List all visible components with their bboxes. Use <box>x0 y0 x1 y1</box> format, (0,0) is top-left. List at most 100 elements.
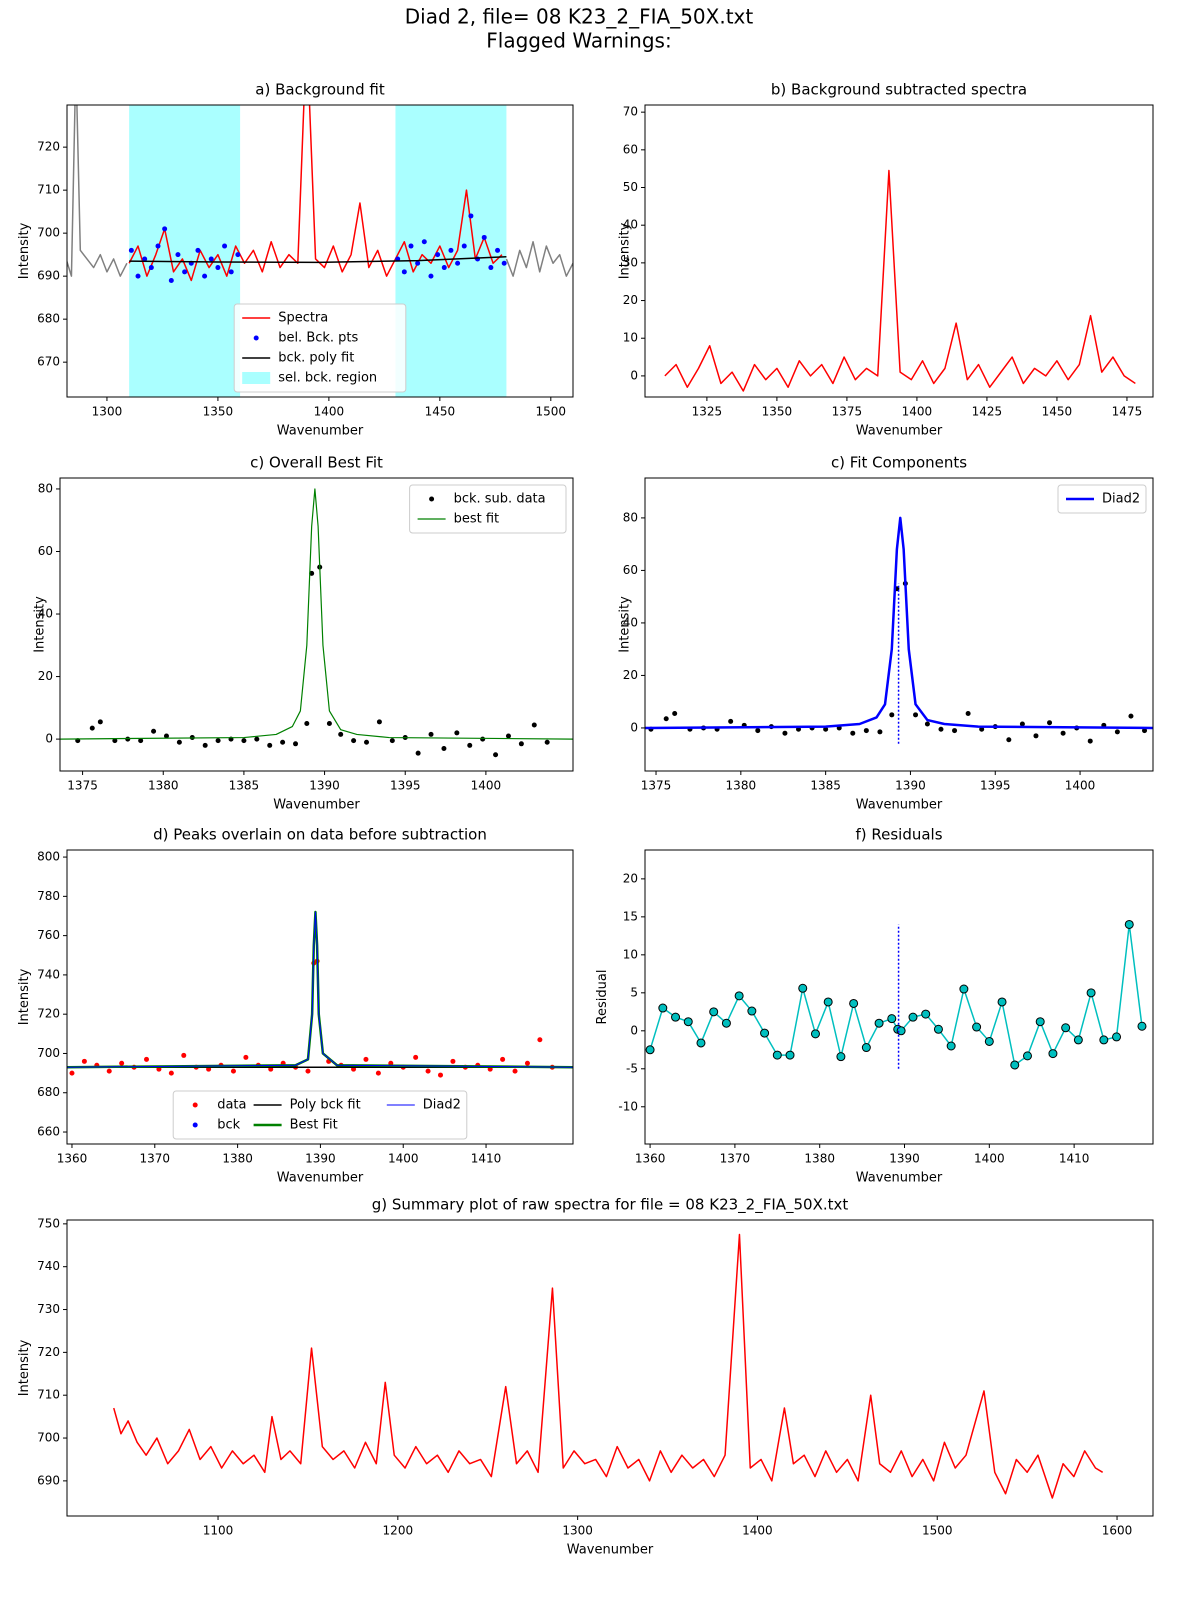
y-tick-label: 60 <box>38 544 53 558</box>
data-point <box>1124 919 1134 929</box>
data-point <box>375 1070 381 1076</box>
legend-box <box>233 303 407 393</box>
y-tick-label: 5 <box>630 985 638 999</box>
y-tick-label: 0 <box>630 1023 638 1037</box>
y-tick-label: 15 <box>623 909 638 923</box>
data-point <box>488 265 494 271</box>
y-tick-label: 700 <box>37 226 60 240</box>
x-tick-label: 1370 <box>140 1152 171 1166</box>
data-point <box>168 1070 174 1076</box>
data-point <box>401 269 407 275</box>
data-point <box>1142 728 1148 734</box>
x-axis-label: Wavenumber <box>567 1543 654 1558</box>
data-point <box>176 739 182 745</box>
panel: 1360 1370 1380 1390 1400 1410 660 680 700 720 740 7… <box>17 826 574 1186</box>
data-point <box>144 1056 150 1062</box>
data-point <box>106 1068 112 1074</box>
x-tick-label: 1350 <box>762 405 793 419</box>
data-point <box>395 256 401 262</box>
x-tick-label: 1375 <box>832 405 863 419</box>
data-point <box>747 1006 757 1016</box>
data-point <box>823 726 829 732</box>
y-tick-label: 10 <box>623 331 638 345</box>
data-point <box>997 997 1007 1007</box>
data-point <box>222 243 228 249</box>
data-point <box>389 738 395 744</box>
data-point <box>267 742 273 748</box>
plot-area <box>645 516 1153 744</box>
data-point <box>709 1007 719 1017</box>
x-tick-label: 1390 <box>889 1152 920 1166</box>
data-point <box>228 269 234 275</box>
data-point <box>480 736 486 742</box>
y-tick-label: 20 <box>623 871 638 885</box>
legend-marker <box>192 1122 198 1128</box>
data-point <box>518 741 524 747</box>
y-axis-label: Intensity <box>618 222 633 279</box>
data-point <box>241 738 247 744</box>
x-tick-label: 1400 <box>314 405 345 419</box>
y-axis-label: Residual <box>595 970 610 1025</box>
data-point <box>326 720 332 726</box>
data-point <box>1087 738 1093 744</box>
x-axis-label: Wavenumber <box>277 424 364 439</box>
suptitle: Diad 2, file= 08 K23_2_FIA_50X.txt <box>405 5 754 29</box>
legend-marker <box>253 335 259 341</box>
data-point <box>734 991 744 1001</box>
panel-title: c) Fit Components <box>831 454 967 472</box>
data-point <box>658 1003 668 1013</box>
y-tick-label: 50 <box>623 180 638 194</box>
panel-title: g) Summary plot of raw spectra for file … <box>372 1196 849 1215</box>
series-line <box>67 105 128 277</box>
data-point <box>202 273 208 279</box>
y-tick-label: 720 <box>37 1345 60 1359</box>
data-point <box>924 721 930 727</box>
data-point <box>148 265 154 271</box>
x-tick-label: 1300 <box>562 1524 593 1538</box>
y-tick-label: 20 <box>623 293 638 307</box>
data-point <box>467 742 473 748</box>
data-point <box>376 719 382 725</box>
data-point <box>889 712 895 718</box>
data-point <box>135 273 141 279</box>
legend: Diad2 <box>1057 484 1147 514</box>
y-tick-label: 700 <box>37 1046 60 1060</box>
data-point <box>455 260 461 266</box>
y-tick-label: 710 <box>37 1388 60 1402</box>
x-tick-label: 1350 <box>203 405 234 419</box>
x-axis-label: Wavenumber <box>856 798 943 813</box>
x-tick-label: 1400 <box>902 405 933 419</box>
data-point <box>441 745 447 751</box>
data-point <box>760 1028 770 1038</box>
data-point <box>959 984 969 994</box>
plot-area <box>67 105 573 397</box>
y-tick-label: -5 <box>626 1061 638 1075</box>
series-line <box>505 241 573 277</box>
data-point <box>798 983 808 993</box>
data-point <box>448 247 454 253</box>
legend-swatch <box>242 372 271 384</box>
data-point <box>663 716 669 722</box>
data-point <box>505 733 511 739</box>
data-point <box>162 226 168 232</box>
y-tick-label: 740 <box>37 1259 60 1273</box>
data-point <box>182 269 188 275</box>
data-point <box>863 728 869 734</box>
bck-region <box>129 105 241 397</box>
data-point <box>1128 713 1134 719</box>
x-tick-label: 1390 <box>305 1152 336 1166</box>
data-point <box>836 1052 846 1062</box>
data-point <box>351 738 357 744</box>
data-point <box>1019 721 1025 727</box>
data-point <box>428 731 434 737</box>
y-tick-label: 0 <box>45 732 53 746</box>
y-tick-label: 80 <box>38 481 53 495</box>
data-point <box>810 1029 820 1039</box>
panel: 1100 1200 1300 1400 1500 1600 690 700 710 720 730 7… <box>17 1196 1154 1558</box>
plot-area <box>60 488 573 758</box>
legend-box <box>172 1090 468 1140</box>
panel-title: f) Residuals <box>855 826 942 844</box>
data-point <box>755 728 761 734</box>
data-point <box>877 729 883 735</box>
